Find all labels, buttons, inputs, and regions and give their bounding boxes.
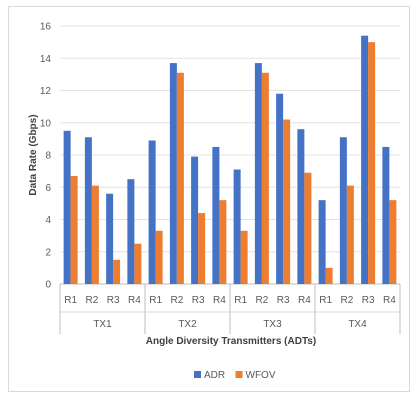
bar-wfov — [304, 172, 312, 284]
x-tick-label: R2 — [85, 295, 98, 306]
x-tick-label: R2 — [340, 295, 353, 306]
group-label: TX4 — [348, 319, 367, 330]
y-axis-ticks: 0 2 4 6 8 10 12 14 16 — [40, 22, 52, 291]
legend-swatch-wfov — [235, 371, 243, 378]
bar-adr — [63, 130, 71, 284]
bar-adr — [106, 193, 114, 284]
x-tick-label: R3 — [277, 295, 290, 306]
y-tick-label: 8 — [45, 151, 51, 162]
bar-adr — [84, 137, 92, 284]
y-tick-label: 14 — [40, 54, 52, 65]
x-tick-label: R3 — [362, 295, 375, 306]
bar-wfov — [325, 267, 333, 284]
x-tick-label: R4 — [298, 295, 311, 306]
bar-adr — [318, 200, 326, 284]
bar-wfov — [176, 72, 184, 284]
legend: ADR WFOV — [194, 370, 276, 381]
x-tick-label: R4 — [213, 295, 226, 306]
bar-adr — [191, 156, 199, 284]
bar-adr — [212, 146, 220, 284]
bar-wfov — [283, 119, 291, 285]
legend-label-adr: ADR — [204, 370, 225, 381]
bar-adr — [148, 140, 156, 284]
bar-adr — [382, 146, 390, 284]
x-tick-label: R3 — [192, 295, 205, 306]
x-tick-label: R1 — [64, 295, 77, 306]
x-tick-label: R3 — [107, 295, 120, 306]
bar-adr — [233, 169, 241, 284]
y-tick-label: 6 — [45, 183, 51, 194]
x-tick-label: R1 — [234, 295, 247, 306]
x-axis: R1 R2 R3 R4 R1 R2 R3 R4 R1 R2 R3 R4 R1 R2 R3 R4 TX1 TX2 TX… — [59, 284, 401, 334]
bar-wfov — [134, 243, 142, 284]
bar-wfov — [155, 230, 163, 284]
bar-adr — [361, 35, 369, 284]
bar-wfov — [240, 230, 248, 284]
x-tick-label: R1 — [319, 295, 332, 306]
bar-wfov — [346, 185, 354, 284]
bars — [63, 35, 397, 285]
bar-wfov — [70, 175, 78, 284]
x-axis-title: Angle Diversity Transmitters (ADTs) — [146, 336, 316, 347]
bar-adr — [339, 137, 347, 284]
x-tick-label: R4 — [383, 295, 396, 306]
group-label: TX3 — [263, 319, 282, 330]
legend-swatch-adr — [194, 371, 201, 378]
y-tick-label: 4 — [45, 215, 51, 226]
group-label: TX2 — [178, 319, 197, 330]
legend-label-wfov: WFOV — [246, 370, 276, 381]
group-label: TX1 — [93, 319, 112, 330]
x-tick-label: R2 — [170, 295, 183, 306]
bar-adr — [169, 63, 177, 285]
bar-adr — [297, 129, 305, 284]
bar-wfov — [368, 42, 376, 284]
bar-wfov — [219, 200, 227, 284]
bar-wfov — [389, 200, 397, 284]
bar-wfov — [261, 72, 269, 284]
x-tick-label: R1 — [149, 295, 162, 306]
y-tick-label: 12 — [40, 86, 52, 97]
y-tick-label: 16 — [40, 22, 52, 33]
y-axis-title: Data Rate (Gbps) — [28, 114, 39, 195]
x-tick-label: R2 — [255, 295, 268, 306]
y-tick-label: 10 — [40, 118, 52, 129]
y-tick-label: 0 — [45, 280, 51, 291]
bar-wfov — [91, 185, 99, 284]
bar-adr — [127, 179, 135, 284]
x-tick-label: R4 — [128, 295, 141, 306]
bar-adr — [254, 63, 262, 285]
bar-adr — [276, 93, 284, 284]
bar-wfov — [113, 259, 121, 284]
bar-wfov — [198, 213, 206, 284]
y-tick-label: 2 — [45, 247, 51, 258]
